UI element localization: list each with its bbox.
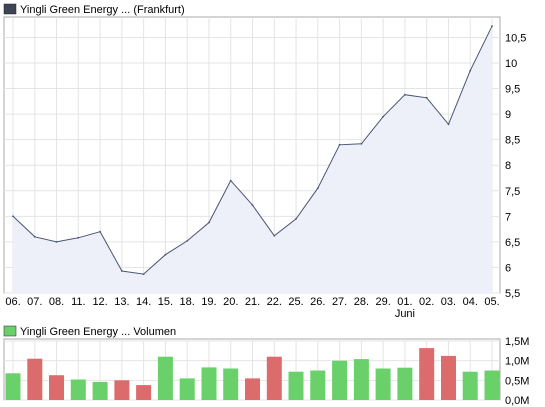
volume-bar [201, 367, 217, 400]
x-tick-label: 06. [5, 296, 20, 308]
price-point [295, 218, 297, 220]
volume-bar [462, 371, 478, 400]
x-tick-label: 21. [245, 296, 260, 308]
x-month-label: Juni [395, 308, 415, 320]
price-point [142, 273, 145, 275]
volume-bar [484, 370, 500, 400]
x-tick-label: 28. [354, 296, 369, 308]
volume-ytick-label: 0,5M [505, 375, 529, 387]
volume-legend-swatch [3, 325, 17, 337]
x-tick-label: 02. [419, 296, 434, 308]
volume-ytick-label: 0,0M [505, 395, 529, 407]
x-tick-label: 13. [114, 296, 129, 308]
price-point [491, 25, 493, 28]
volume-bar [375, 368, 391, 400]
x-tick-label: 14. [136, 296, 151, 308]
price-legend: Yingli Green Energy ... (Frankfurt) [20, 4, 185, 16]
x-tick-label: 18. [180, 296, 195, 308]
volume-ytick-label: 1,0M [505, 356, 529, 368]
price-ytick-label: 9,5 [505, 84, 520, 96]
volume-bar [92, 381, 108, 400]
price-ytick-label: 7,5 [505, 186, 520, 198]
volume-bar [353, 359, 369, 400]
volume-bar [288, 371, 304, 400]
x-tick-label: 26. [310, 296, 325, 308]
volume-bar [114, 380, 130, 400]
x-tick-label: 12. [92, 296, 107, 308]
x-tick-label: 07. [27, 296, 42, 308]
price-point [382, 115, 384, 118]
volume-bar [27, 358, 43, 400]
volume-bar [179, 378, 195, 400]
volume-bar [49, 375, 64, 400]
x-tick-label: 25. [288, 296, 303, 308]
price-point [121, 270, 123, 272]
price-ytick-label: 10 [505, 58, 517, 70]
price-y-axis: 5,5 6 6,5 7 7,5 8 8,5 9 9,5 10 10,5 [505, 32, 526, 300]
x-tick-label: 04. [463, 296, 478, 308]
x-tick-label: 15. [158, 296, 173, 308]
x-tick-label: 27. [332, 296, 347, 308]
volume-bar [5, 373, 21, 400]
volume-bar [310, 370, 326, 400]
price-point [316, 187, 319, 190]
price-point [447, 123, 450, 126]
price-ytick-label: 10,5 [505, 32, 526, 44]
x-tick-label: 11. [71, 296, 85, 308]
x-tick-label: 08. [49, 296, 64, 308]
volume-bar [441, 355, 456, 400]
volume-bar [70, 379, 86, 400]
price-ytick-label: 8 [505, 160, 511, 172]
x-tick-label: 05. [484, 296, 499, 308]
price-point [229, 179, 232, 182]
x-tick-label: 01. [397, 296, 412, 308]
price-point [404, 93, 406, 96]
price-area [13, 26, 492, 293]
price-legend-swatch [3, 3, 17, 15]
volume-bar [419, 348, 435, 400]
price-ytick-label: 8,5 [505, 135, 520, 147]
price-panel: Yingli Green Energy ... (Frankfurt) 5,5 6… [3, 3, 526, 320]
price-point [425, 96, 428, 99]
price-point [208, 221, 210, 224]
volume-ytick-label: 1,5M [505, 336, 529, 348]
price-point [12, 215, 14, 218]
volume-y-axis: 0,0M 0,5M 1,0M 1,5M [505, 336, 529, 407]
price-ytick-label: 7 [505, 211, 511, 223]
volume-legend: Yingli Green Energy ... Volumen [20, 326, 176, 338]
price-point [55, 241, 58, 243]
volume-bar [266, 356, 282, 400]
price-point [164, 253, 167, 256]
x-tick-label: 03. [441, 296, 456, 308]
price-point [251, 204, 254, 207]
volume-bar [245, 378, 260, 400]
x-tick-label: 20. [223, 296, 238, 308]
price-ytick-label: 5,5 [505, 288, 520, 300]
volume-bar [136, 385, 152, 400]
price-point [338, 143, 341, 146]
price-point [360, 142, 363, 145]
price-points [12, 25, 493, 275]
price-ytick-label: 6,5 [505, 237, 520, 249]
price-ytick-label: 9 [505, 109, 511, 121]
price-ytick-label: 6 [505, 262, 511, 274]
volume-bar [157, 356, 173, 400]
volume-bar [223, 368, 239, 400]
volume-bar [332, 360, 348, 400]
volume-panel: Yingli Green Energy ... Volumen 0,0M 0,5M… [3, 325, 529, 407]
x-tick-label: 22. [267, 296, 282, 308]
price-point [33, 235, 36, 238]
volume-bar [397, 367, 413, 400]
price-point [99, 230, 101, 233]
x-axis: 06. 07. 08. 11. 12. 13. 14. 15. 18. 19. 20. 21. 22. 2… [5, 296, 499, 320]
price-point [186, 240, 189, 242]
price-point [469, 69, 472, 72]
x-tick-label: 29. [375, 296, 390, 308]
x-tick-label: 19. [201, 296, 216, 308]
price-point [77, 236, 80, 239]
price-point [273, 234, 276, 237]
volume-bars [5, 348, 500, 400]
